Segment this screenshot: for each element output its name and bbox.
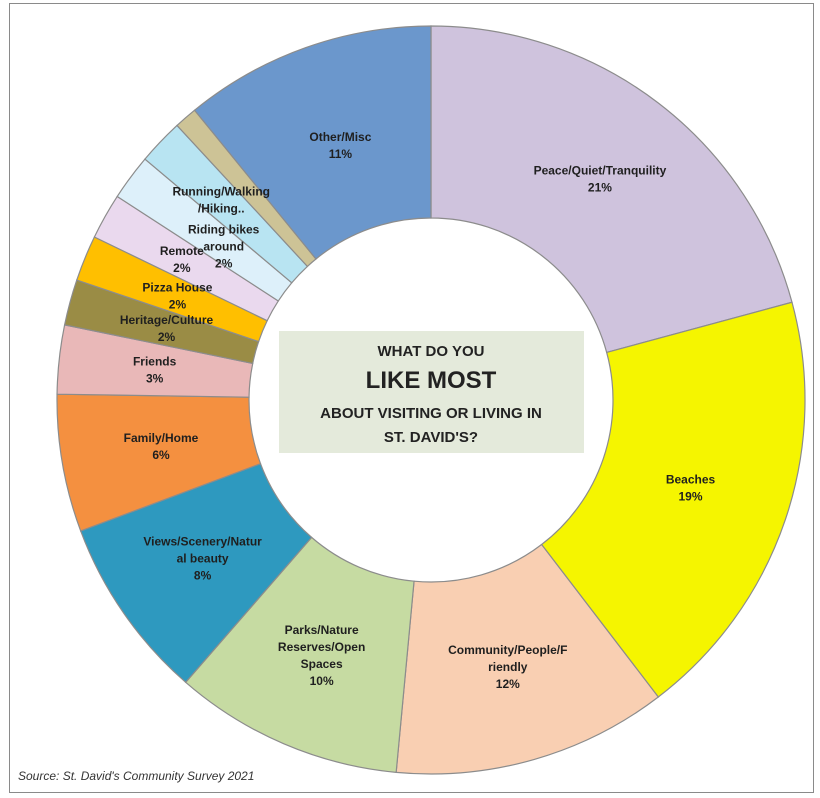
slice-1-label-line-0: Beaches — [666, 472, 716, 486]
slice-11-label-line-0: Running/Walking — [172, 184, 270, 198]
labels-group: Peace/Quiet/Tranquility 21% Beaches 19% Comm… — [120, 130, 716, 691]
slice-13 — [193, 25, 432, 260]
slice-1 — [540, 301, 806, 698]
slice-7-label-line-0: Heritage/Culture — [120, 313, 214, 327]
slice-13-percent: 11% — [329, 147, 353, 161]
slices-group — [56, 25, 806, 775]
slice-2-percent: 12% — [496, 677, 520, 691]
slice-3-label-line-2: Spaces — [301, 657, 343, 671]
slice-0-percent: 21% — [588, 181, 612, 195]
center-title-line-2: LIKE MOST — [366, 367, 497, 394]
slice-0 — [430, 25, 793, 354]
slice-6-percent: 3% — [146, 371, 164, 385]
slice-8-percent: 2% — [169, 298, 187, 312]
slice-6-label-line-0: Friends — [133, 354, 177, 368]
center-title-group: WHAT DO YOU LIKE MOST ABOUT VISITING OR … — [279, 331, 584, 453]
slice-5-label-line-0: Family/Home — [124, 431, 199, 445]
slice-7-percent: 2% — [158, 330, 176, 344]
slice-10-percent: 2% — [215, 256, 233, 270]
slice-2 — [395, 543, 660, 775]
slice-11-label-line-1: /Hiking.. — [198, 201, 245, 215]
slice-1-percent: 19% — [679, 489, 703, 503]
slice-4-percent: 8% — [194, 568, 212, 582]
center-title-line-3: ABOUT VISITING OR LIVING IN — [320, 405, 542, 422]
center-title-line-1: WHAT DO YOU — [378, 343, 485, 360]
source-note: Source: St. David's Community Survey 202… — [18, 769, 255, 783]
slice-2-label-line-1: riendly — [488, 660, 528, 674]
slice-0-label-line-0: Peace/Quiet/Tranquility — [534, 164, 667, 178]
slice-8-label-line-0: Pizza House — [142, 281, 212, 295]
slice-9-percent: 2% — [173, 261, 191, 275]
slice-10-label-line-0: Riding bikes — [188, 222, 260, 236]
slice-13-label-line-0: Other/Misc — [309, 130, 371, 144]
slice-10-label-line-1: around — [203, 239, 244, 253]
slice-3-label-line-1: Reserves/Open — [278, 640, 365, 654]
slice-5-percent: 6% — [152, 448, 170, 462]
slice-3-label-line-0: Parks/Nature — [285, 623, 359, 637]
slice-9-label-line-0: Remote — [160, 244, 204, 258]
slice-3-percent: 10% — [310, 674, 334, 688]
slice-4-label-line-1: al beauty — [177, 551, 229, 565]
center-title-box — [279, 331, 584, 453]
center-title-line-4: ST. DAVID'S? — [384, 429, 478, 446]
slice-2-label-line-0: Community/People/F — [448, 643, 567, 657]
slice-4-label-line-0: Views/Scenery/Natur — [143, 534, 262, 548]
